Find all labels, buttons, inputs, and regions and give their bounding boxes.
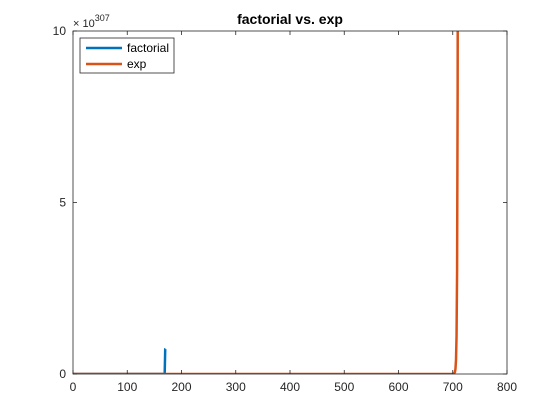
legend-label-factorial: factorial xyxy=(127,41,169,55)
y-tick-label: 10 xyxy=(53,24,67,38)
legend: factorial exp xyxy=(79,37,175,74)
legend-box xyxy=(79,37,175,74)
y-exponent-base: × 10 xyxy=(73,18,95,30)
series-line-exp xyxy=(73,31,459,374)
plot-area xyxy=(73,31,507,374)
series-layer xyxy=(73,31,459,374)
x-tick-label: 500 xyxy=(334,380,354,394)
x-tick-label: 600 xyxy=(388,380,408,394)
y-exponent-power: 307 xyxy=(95,13,110,23)
y-tick-labels: 0 5 10 xyxy=(53,24,67,381)
x-tick-label: 0 xyxy=(70,380,77,394)
x-tick-label: 200 xyxy=(171,380,191,394)
x-tick-label: 700 xyxy=(443,380,463,394)
legend-label-exp: exp xyxy=(127,57,147,71)
x-tick-label: 800 xyxy=(497,380,517,394)
y-tick-label: 0 xyxy=(59,367,66,381)
x-tick-label: 100 xyxy=(117,380,137,394)
x-tick-label: 400 xyxy=(280,380,300,394)
y-exponent-label: × 10307 xyxy=(73,13,110,30)
x-tick-labels: 0 100 200 300 400 500 600 700 800 xyxy=(70,380,518,394)
y-tick-label: 5 xyxy=(59,196,66,210)
tick-marks xyxy=(72,30,508,375)
chart-title: factorial vs. exp xyxy=(237,11,343,27)
series-line-factorial xyxy=(73,347,167,374)
x-tick-label: 300 xyxy=(226,380,246,394)
